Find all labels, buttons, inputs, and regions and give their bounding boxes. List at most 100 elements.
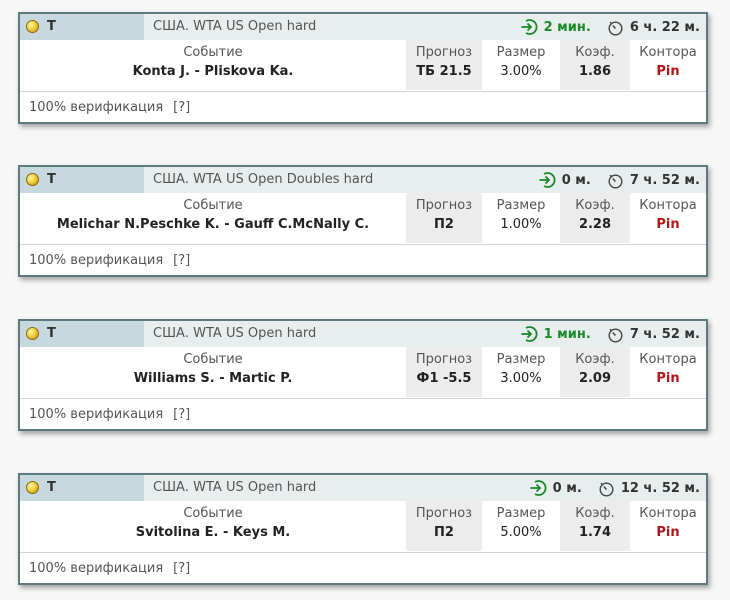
stopwatch-icon xyxy=(608,20,623,36)
event-name: Williams S. - Martic P. xyxy=(133,371,293,386)
tip-card: Т США. WTA US Open Doubles hard 0 м. 7 ч… xyxy=(18,165,708,277)
sign-in-icon xyxy=(521,326,538,342)
size-value: 1.00% xyxy=(500,217,542,232)
coef-column: Коэф. 1.74 xyxy=(560,501,630,551)
tip-header: Т США. WTA US Open hard 1 мин. 7 ч. 52 м… xyxy=(20,321,706,347)
bookmaker-column: Контора Pin xyxy=(630,193,706,243)
size-value: 3.00% xyxy=(500,371,542,386)
event-label: Событие xyxy=(183,198,243,213)
coef-value: 2.28 xyxy=(578,217,612,232)
published-ago: 1 мин. xyxy=(543,326,591,342)
published-ago: 2 мин. xyxy=(543,19,591,35)
starts-in: 7 ч. 52 м. xyxy=(629,326,700,342)
event-name: Svitolina E. - Keys M. xyxy=(135,525,291,540)
coin-icon xyxy=(26,20,39,33)
size-column: Размер 3.00% xyxy=(482,40,560,90)
bookmaker-label: Контора xyxy=(639,45,697,60)
event-column: Событие Melichar N.Peschke K. - Gauff C.… xyxy=(20,193,406,243)
size-label: Размер xyxy=(496,506,546,521)
bookmaker-value: Pin xyxy=(656,525,680,540)
bookmaker-label: Контора xyxy=(639,506,697,521)
bookmaker-value: Pin xyxy=(656,371,680,386)
forecast-column: Прогноз П2 xyxy=(406,501,482,551)
bookmaker-value: Pin xyxy=(656,64,680,79)
event-label: Событие xyxy=(183,45,243,60)
tip-card: Т США. WTA US Open hard 2 мин. 6 ч. 22 м… xyxy=(18,12,708,124)
sport-label: Т xyxy=(47,326,56,341)
forecast-value: П2 xyxy=(434,525,454,540)
starts-in: 7 ч. 52 м. xyxy=(629,172,700,188)
verification-text: 100% верификация [?] xyxy=(29,407,190,422)
sport-cell: Т xyxy=(20,321,144,347)
timing: 0 м. 7 ч. 52 м. xyxy=(538,171,700,189)
league-name: США. WTA US Open Doubles hard xyxy=(153,172,374,187)
forecast-label: Прогноз xyxy=(415,352,473,367)
coef-label: Коэф. xyxy=(575,506,615,521)
tip-details: Событие Svitolina E. - Keys M. Прогноз П… xyxy=(20,501,706,551)
stopwatch-icon xyxy=(599,481,614,497)
sport-label: Т xyxy=(47,480,56,495)
help-link[interactable]: [?] xyxy=(173,100,191,115)
forecast-column: Прогноз П2 xyxy=(406,193,482,243)
size-column: Размер 3.00% xyxy=(482,347,560,397)
tip-footer: 100% верификация [?] xyxy=(20,244,706,276)
bookmaker-label: Контора xyxy=(639,198,697,213)
size-column: Размер 1.00% xyxy=(482,193,560,243)
coef-value: 1.74 xyxy=(578,525,612,540)
verification-label: 100% верификация xyxy=(29,407,164,422)
bookmaker-value: Pin xyxy=(656,217,680,232)
event-column: Событие Konta J. - Pliskova Ka. xyxy=(20,40,406,90)
tip-header: Т США. WTA US Open Doubles hard 0 м. 7 ч… xyxy=(20,167,706,193)
bookmaker-column: Контора Pin xyxy=(630,501,706,551)
help-link[interactable]: [?] xyxy=(173,253,191,268)
size-value: 5.00% xyxy=(500,525,542,540)
tip-footer: 100% верификация [?] xyxy=(20,552,706,584)
coef-column: Коэф. 1.86 xyxy=(560,40,630,90)
help-link[interactable]: [?] xyxy=(173,561,191,576)
coef-label: Коэф. xyxy=(575,198,615,213)
help-link[interactable]: [?] xyxy=(173,407,191,422)
size-column: Размер 5.00% xyxy=(482,501,560,551)
published-ago: 0 м. xyxy=(552,480,582,496)
coef-column: Коэф. 2.09 xyxy=(560,347,630,397)
event-column: Событие Svitolina E. - Keys M. xyxy=(20,501,406,551)
sign-in-icon xyxy=(530,480,547,496)
timing: 1 мин. 7 ч. 52 м. xyxy=(520,325,700,343)
coef-column: Коэф. 2.28 xyxy=(560,193,630,243)
league-name: США. WTA US Open hard xyxy=(153,480,317,495)
tip-footer: 100% верификация [?] xyxy=(20,398,706,430)
size-value: 3.00% xyxy=(500,64,542,79)
event-label: Событие xyxy=(183,352,243,367)
sport-label: Т xyxy=(47,172,56,187)
event-column: Событие Williams S. - Martic P. xyxy=(20,347,406,397)
sport-cell: Т xyxy=(20,167,144,193)
size-label: Размер xyxy=(496,45,546,60)
forecast-value: ТБ 21.5 xyxy=(416,64,472,79)
forecast-label: Прогноз xyxy=(415,45,473,60)
tip-card: Т США. WTA US Open hard 0 м. 12 ч. 52 м.… xyxy=(18,473,708,585)
league-name: США. WTA US Open hard xyxy=(153,326,317,341)
tip-card: Т США. WTA US Open hard 1 мин. 7 ч. 52 м… xyxy=(18,319,708,431)
verification-label: 100% верификация xyxy=(29,561,164,576)
event-name: Melichar N.Peschke K. - Gauff C.McNally … xyxy=(56,217,370,232)
bookmaker-column: Контора Pin xyxy=(630,40,706,90)
tip-footer: 100% верификация [?] xyxy=(20,91,706,123)
timing: 0 м. 12 ч. 52 м. xyxy=(529,479,700,497)
forecast-label: Прогноз xyxy=(415,198,473,213)
sport-label: Т xyxy=(47,19,56,34)
bookmaker-label: Контора xyxy=(639,352,697,367)
forecast-value: П2 xyxy=(434,217,454,232)
verification-text: 100% верификация [?] xyxy=(29,253,190,268)
size-label: Размер xyxy=(496,198,546,213)
tip-header: Т США. WTA US Open hard 2 мин. 6 ч. 22 м… xyxy=(20,14,706,40)
stopwatch-icon xyxy=(608,173,623,189)
starts-in: 12 ч. 52 м. xyxy=(620,480,700,496)
forecast-column: Прогноз Ф1 -5.5 xyxy=(406,347,482,397)
forecast-column: Прогноз ТБ 21.5 xyxy=(406,40,482,90)
coin-icon xyxy=(26,327,39,340)
forecast-value: Ф1 -5.5 xyxy=(416,371,472,386)
event-name: Konta J. - Pliskova Ka. xyxy=(132,64,294,79)
coef-label: Коэф. xyxy=(575,45,615,60)
stopwatch-icon xyxy=(608,327,623,343)
starts-in: 6 ч. 22 м. xyxy=(629,19,700,35)
